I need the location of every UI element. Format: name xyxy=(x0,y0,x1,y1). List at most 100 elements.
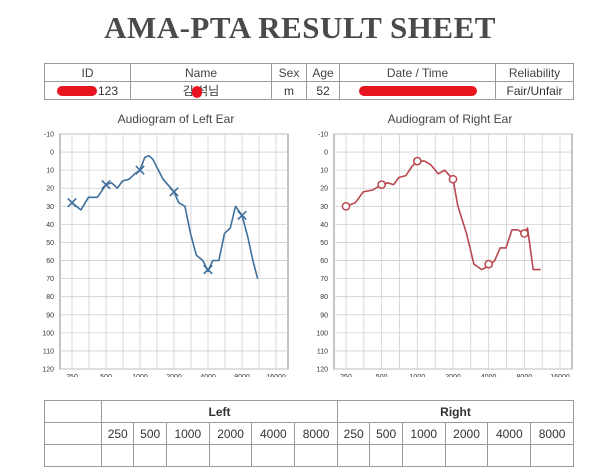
right-marker-o xyxy=(448,174,458,184)
redaction-mark xyxy=(56,86,97,97)
results-freq-row: 250 500 1000 2000 4000 8000 250 500 1000… xyxy=(44,422,574,445)
left-x-tick: 1000 xyxy=(132,374,148,377)
left-y-tick: 30 xyxy=(46,204,54,211)
left-x-tick: 8000 xyxy=(234,374,250,377)
left-marker-stroke xyxy=(237,210,247,221)
left-series-line xyxy=(71,154,259,279)
redaction-mark xyxy=(358,86,477,97)
freq-left-4000: 4000 xyxy=(251,422,296,445)
info-age-value: 52 xyxy=(306,81,340,100)
right-chart-title: Audiogram of Right Ear xyxy=(387,112,513,126)
left-marker-x xyxy=(101,179,111,190)
freq-right-2000: 2000 xyxy=(444,422,489,445)
left-y-tick: -10 xyxy=(44,132,54,139)
right-x-tick: 1000 xyxy=(410,374,426,377)
left-marker-stroke xyxy=(101,179,111,190)
freq-right-4000: 4000 xyxy=(487,422,532,445)
left-y-tick: 0 xyxy=(50,150,54,157)
left-y-tick: 60 xyxy=(46,258,54,265)
right-marker-o xyxy=(341,201,351,211)
right-y-tick: 0 xyxy=(324,150,328,157)
left-ear-audiogram: Audiogram of Left Ear -10 0 10 20 30 40 50 60 70… xyxy=(36,112,296,377)
left-y-tick: 120 xyxy=(42,367,54,374)
freq-right-1000: 1000 xyxy=(401,422,446,445)
left-marker-x xyxy=(237,210,247,221)
left-marker-x xyxy=(169,187,179,197)
right-marker-o xyxy=(412,156,422,166)
freq-left-2000: 2000 xyxy=(208,422,253,445)
freq-left-500: 500 xyxy=(133,422,167,445)
results-values-row xyxy=(44,444,574,467)
right-marker-o xyxy=(484,259,494,269)
results-cell xyxy=(208,444,253,467)
results-cell xyxy=(530,444,574,467)
results-cell xyxy=(100,444,135,467)
info-name-cell: 김 석님 xyxy=(130,81,272,100)
right-chart-svg: -10 0 10 20 30 40 50 60 70 80 90 100 110 120 250 500 100… xyxy=(316,132,573,377)
right-series-line xyxy=(345,160,541,271)
left-x-tick: 500 xyxy=(100,374,112,377)
left-y-tick: 40 xyxy=(46,222,54,229)
right-y-tick: 110 xyxy=(317,348,328,355)
results-corner-cell xyxy=(44,400,102,423)
redaction-mark xyxy=(192,86,202,98)
results-table: Left Right 250 500 1000 2000 4000 8000 2… xyxy=(44,400,575,467)
left-chart-svg: -10 0 10 20 30 40 50 60 70 80 90 100 110 120 250 500 100… xyxy=(42,132,289,377)
freq-left-8000: 8000 xyxy=(294,422,338,445)
info-header-id: ID xyxy=(44,63,131,82)
left-chart-title: Audiogram of Left Ear xyxy=(117,112,235,126)
results-cell xyxy=(444,444,489,467)
left-marker-stroke xyxy=(169,187,179,197)
left-marker-x xyxy=(135,165,145,175)
right-y-tick: 120 xyxy=(316,367,328,374)
info-header-age: Age xyxy=(306,63,340,82)
results-left-header: Left xyxy=(101,400,338,423)
results-right-header: Right xyxy=(336,400,575,423)
left-marker-stroke xyxy=(135,165,145,175)
info-id-cell: 123 xyxy=(44,81,131,100)
left-marker-x xyxy=(203,264,213,275)
right-y-tick: 40 xyxy=(320,222,328,229)
info-header-date-time: Date / Time xyxy=(339,63,496,82)
right-y-tick: 60 xyxy=(320,258,328,265)
info-date-value xyxy=(339,81,496,100)
left-y-tick: 90 xyxy=(46,312,54,319)
info-sex-value: m xyxy=(271,81,307,100)
left-y-tick: 110 xyxy=(43,348,54,355)
left-x-tick: 16000 xyxy=(266,374,286,377)
info-header-row: ID Name Sex Age Date / Time Reliability xyxy=(44,63,574,82)
results-cell xyxy=(294,444,338,467)
left-y-tick: 70 xyxy=(46,276,54,283)
right-y-tick: 50 xyxy=(320,240,328,247)
results-cell xyxy=(336,444,371,467)
right-y-tick: 10 xyxy=(320,168,328,175)
right-x-tick: 500 xyxy=(376,374,388,377)
left-x-tick: 4000 xyxy=(200,374,216,377)
results-side-row: Left Right xyxy=(44,400,575,423)
left-y-tick: 80 xyxy=(46,294,54,301)
right-x-tick: 4000 xyxy=(481,374,497,377)
right-y-tick: 20 xyxy=(320,186,328,193)
left-y-tick: 10 xyxy=(46,168,54,175)
right-x-tick: 250 xyxy=(340,374,352,377)
results-cell xyxy=(165,444,210,467)
left-marker-x xyxy=(67,197,77,208)
info-reliability-value: Fair/Unfair xyxy=(495,81,574,100)
info-header-sex: Sex xyxy=(271,63,307,82)
right-y-tick: 100 xyxy=(316,330,328,337)
results-cell xyxy=(487,444,532,467)
results-cell xyxy=(251,444,296,467)
left-y-tick: 50 xyxy=(46,240,54,247)
right-x-tick: 2000 xyxy=(445,374,461,377)
freq-right-500: 500 xyxy=(369,422,403,445)
right-marker-o xyxy=(519,229,529,238)
results-cell xyxy=(44,444,102,467)
left-y-tick: 100 xyxy=(42,330,54,337)
results-cell xyxy=(401,444,446,467)
results-freq-blank xyxy=(44,422,102,445)
freq-right-8000: 8000 xyxy=(530,422,574,445)
left-marker-stroke xyxy=(67,197,77,208)
right-y-tick: 30 xyxy=(320,204,328,211)
left-y-tick: 20 xyxy=(46,186,54,193)
right-y-tick: -10 xyxy=(318,132,328,139)
